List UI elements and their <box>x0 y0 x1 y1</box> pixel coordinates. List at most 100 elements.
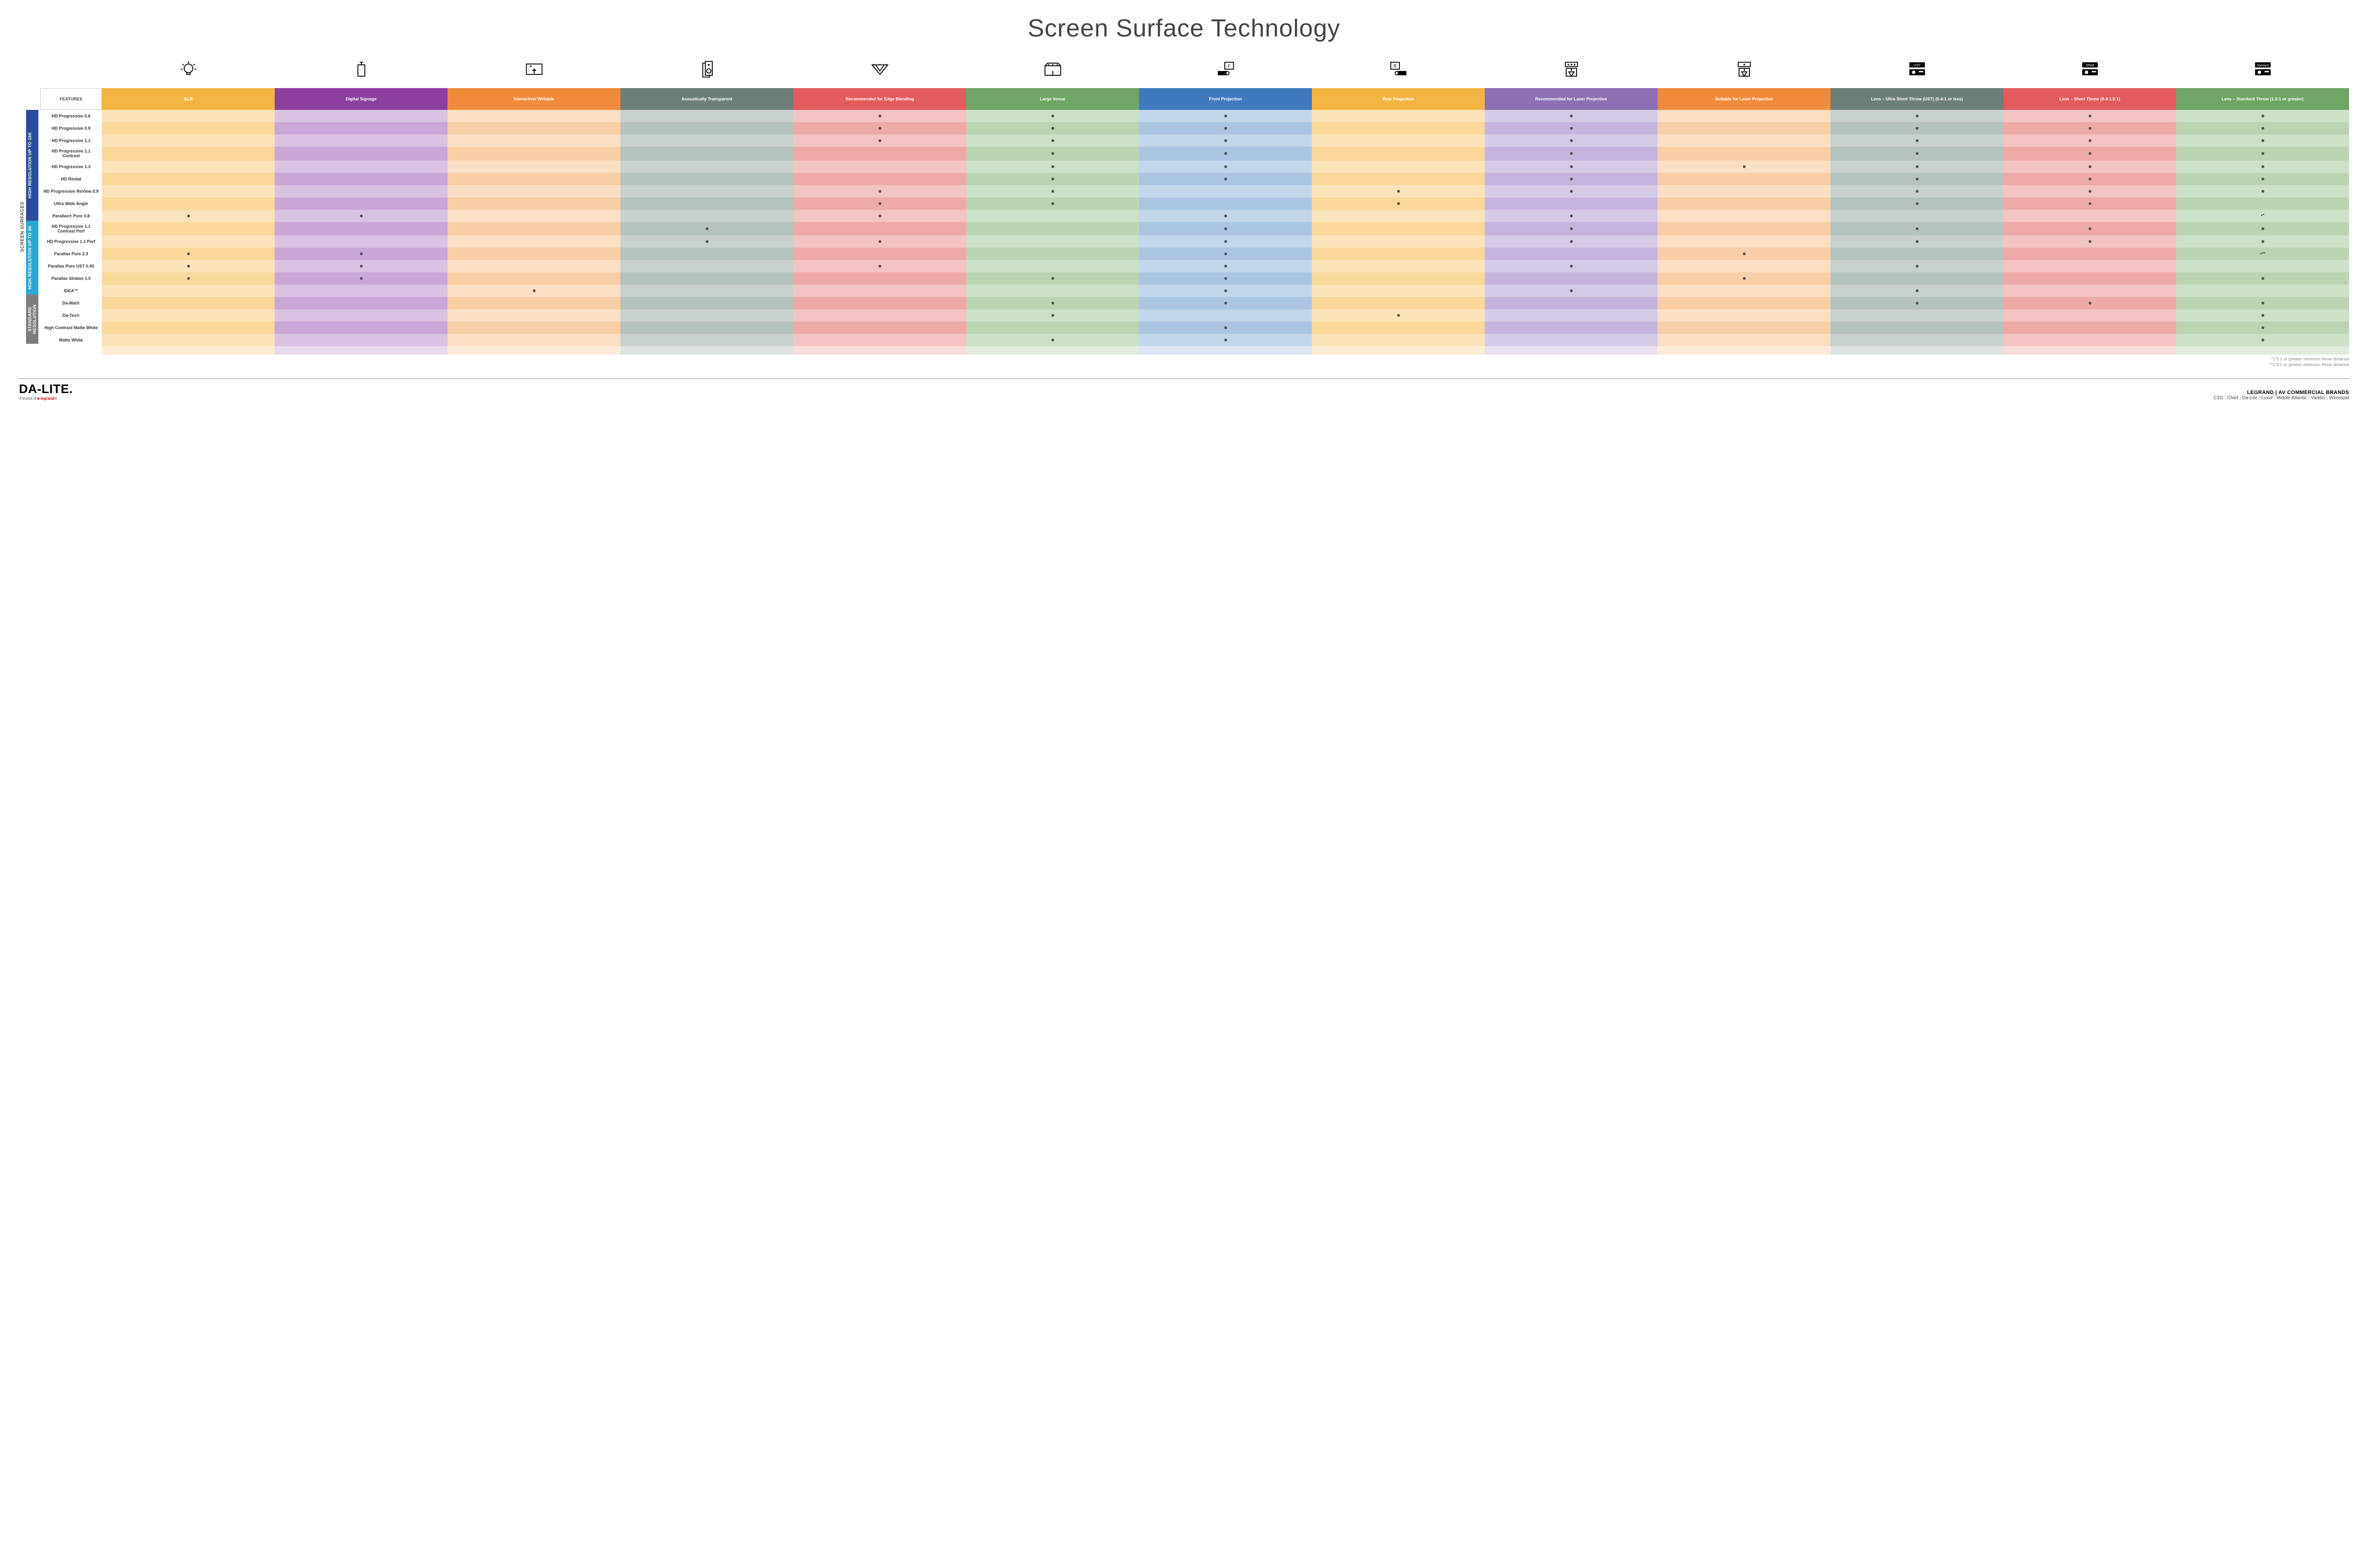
cell <box>1830 272 2003 285</box>
cell: •* <box>2176 210 2349 222</box>
cell <box>275 110 448 122</box>
cell <box>1312 210 1485 222</box>
cell <box>102 173 275 185</box>
cell <box>966 161 1139 173</box>
column-header: Suitable for Laser Projection <box>1658 88 1830 110</box>
cell <box>793 110 966 122</box>
cell <box>102 134 275 147</box>
cell <box>620 197 793 210</box>
cell <box>275 222 448 236</box>
cell <box>1312 110 1485 122</box>
cell <box>793 260 966 272</box>
footer: DA-LITE. A brand of ■ legrand® LEGRAND |… <box>19 378 2349 401</box>
cell <box>102 322 275 334</box>
cell <box>1830 110 2003 122</box>
cell <box>1485 248 1658 260</box>
cell <box>102 309 275 322</box>
cell <box>1485 173 1658 185</box>
cell <box>1830 210 2003 222</box>
row-label: HD Rental <box>40 173 102 185</box>
cell <box>448 173 620 185</box>
cell <box>620 260 793 272</box>
cell <box>102 210 275 222</box>
cell <box>102 222 275 236</box>
row-label: Da-Mat® <box>40 297 102 309</box>
cell <box>275 334 448 346</box>
row-label: Parallax® Pure 0.8 <box>40 210 102 222</box>
cell <box>275 235 448 248</box>
cell <box>793 297 966 309</box>
cell <box>2176 322 2349 334</box>
cell <box>448 222 620 236</box>
cell <box>275 260 448 272</box>
cell <box>1312 297 1485 309</box>
cell <box>1139 260 1312 272</box>
cell <box>2003 161 2176 173</box>
cell <box>448 297 620 309</box>
cell <box>620 285 793 297</box>
cell <box>1485 197 1658 210</box>
cell <box>1139 197 1312 210</box>
cell <box>2176 309 2349 322</box>
bulb-icon <box>102 57 275 83</box>
cell <box>2003 272 2176 285</box>
cell <box>1312 334 1485 346</box>
cell <box>1139 110 1312 122</box>
svg-text:Standard: Standard <box>2256 64 2269 67</box>
cell <box>102 110 275 122</box>
cell <box>1139 297 1312 309</box>
cell <box>966 210 1139 222</box>
cell <box>2176 122 2349 134</box>
cell <box>620 309 793 322</box>
cell <box>448 185 620 197</box>
touch-icon <box>448 57 620 83</box>
cell <box>1830 297 2003 309</box>
cell <box>448 235 620 248</box>
cell <box>1658 260 1830 272</box>
cell <box>1658 147 1830 161</box>
cell <box>275 185 448 197</box>
column-header: Recommended for Edge Blending <box>793 88 966 110</box>
cell <box>1139 272 1312 285</box>
cell <box>2176 297 2349 309</box>
cell <box>1485 210 1658 222</box>
cell <box>620 122 793 134</box>
column-header: Recommended for Laser Projection <box>1485 88 1658 110</box>
cell <box>1312 235 1485 248</box>
cell <box>966 122 1139 134</box>
row-label: HD Progressive 1.1 Contrast <box>40 147 102 161</box>
cell <box>2003 285 2176 297</box>
cell <box>2003 185 2176 197</box>
cell <box>448 285 620 297</box>
cell <box>1312 222 1485 236</box>
cell <box>793 197 966 210</box>
cell <box>1658 185 1830 197</box>
cell <box>275 210 448 222</box>
cell <box>102 248 275 260</box>
cell <box>275 197 448 210</box>
cell <box>1485 134 1658 147</box>
cell <box>1312 272 1485 285</box>
cell <box>2176 134 2349 147</box>
cell <box>1658 285 1830 297</box>
column-header: Lens – Standard Throw (1.0:1 or greater) <box>2176 88 2349 110</box>
cell <box>620 272 793 285</box>
cell <box>1830 309 2003 322</box>
cell <box>448 161 620 173</box>
cell <box>2176 147 2349 161</box>
cell <box>448 197 620 210</box>
row-label: Matte White <box>40 334 102 346</box>
cell <box>1312 309 1485 322</box>
cell <box>793 334 966 346</box>
cell <box>966 147 1139 161</box>
row-label: Parallax Stratos 1.0 <box>40 272 102 285</box>
rear-icon: R <box>1312 57 1485 83</box>
cell <box>1658 297 1830 309</box>
cell <box>1830 134 2003 147</box>
cell <box>1312 161 1485 173</box>
cell <box>966 235 1139 248</box>
cell <box>275 134 448 147</box>
column-header: Front Projection <box>1139 88 1312 110</box>
cell <box>275 297 448 309</box>
cell <box>2003 334 2176 346</box>
